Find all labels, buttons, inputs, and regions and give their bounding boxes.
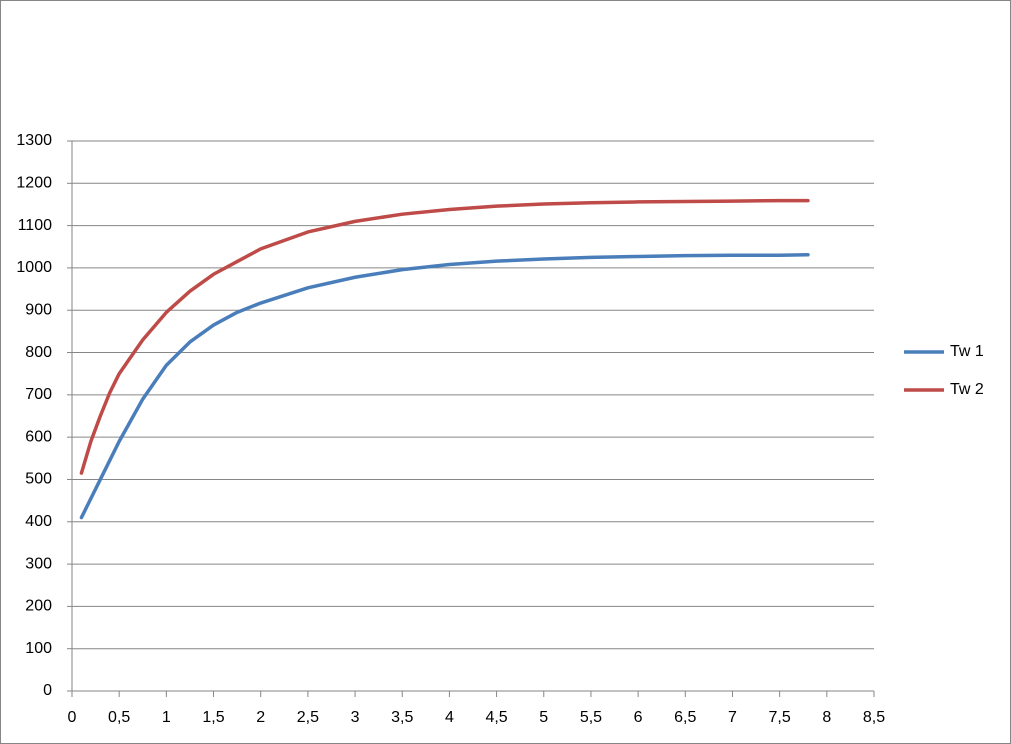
y-tick-label: 600 — [25, 428, 52, 445]
y-tick-label: 1200 — [16, 175, 52, 192]
line — [79, 253, 810, 520]
y-tick-label: 1100 — [18, 217, 53, 234]
legend-label: Tw 2 — [950, 381, 984, 398]
y-tick-label: 400 — [25, 513, 52, 530]
x-tick-label: 4,5 — [485, 709, 507, 726]
x-tick-label: 5 — [539, 709, 548, 726]
y-tick-label: 0 — [43, 682, 52, 699]
x-tick-label: 1 — [162, 709, 171, 726]
y-tick-label: 700 — [25, 386, 52, 403]
y-tick-label: 200 — [25, 598, 52, 615]
y-tick-label: 100 — [25, 640, 52, 657]
x-tick-label: 8 — [822, 709, 831, 726]
x-tick-label: 3 — [351, 709, 360, 726]
y-tick-label: 500 — [25, 471, 52, 488]
x-tick-label: 4 — [445, 709, 454, 726]
x-tick-label: 8,5 — [863, 709, 885, 726]
y-tick-label: 1300 — [16, 132, 52, 149]
y-tick-label: 300 — [25, 555, 52, 572]
x-tick-label: 6 — [634, 709, 643, 726]
x-tick-label: 2 — [256, 709, 265, 726]
y-tick-label: 900 — [25, 301, 52, 318]
y-tick-label: 800 — [25, 344, 52, 361]
y-tick-label: 1000 — [16, 259, 52, 276]
x-tick-label: 7,5 — [769, 709, 791, 726]
x-tick-label: 3,5 — [391, 709, 413, 726]
x-tick-label: 7 — [728, 709, 737, 726]
legend-label: Tw 1 — [950, 343, 984, 360]
x-tick-label: 1,5 — [202, 709, 224, 726]
x-tick-label: 0 — [68, 709, 77, 726]
line — [79, 198, 810, 475]
x-tick-label: 2,5 — [297, 709, 319, 726]
x-tick-label: 6,5 — [674, 709, 696, 726]
x-tick-label: 5,5 — [580, 709, 602, 726]
x-tick-label: 0,5 — [108, 709, 130, 726]
